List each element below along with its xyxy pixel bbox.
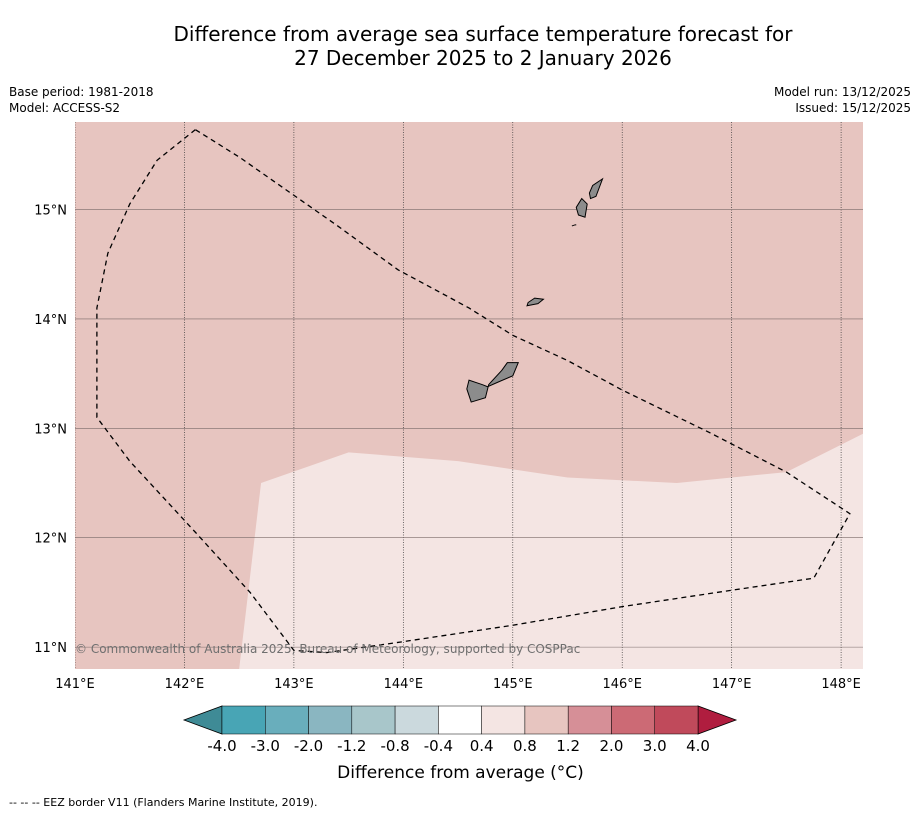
colorbar-segment bbox=[654, 705, 699, 735]
colorbar-tick-label: 2.0 bbox=[600, 737, 624, 755]
island-guam bbox=[466, 362, 520, 403]
latitude-labels: 11°N 12°N 13°N 14°N 15°N bbox=[34, 204, 67, 657]
anomaly-region-0.4-0.8 bbox=[239, 433, 863, 669]
longitude-labels: 141°E 142°E 143°E 144°E 145°E 146°E 147°E 148°E bbox=[55, 677, 861, 692]
colorbar-segment bbox=[351, 705, 396, 735]
colorbar-segment bbox=[524, 705, 569, 735]
colorbar-segment bbox=[394, 705, 439, 735]
colorbar-segment bbox=[438, 705, 482, 735]
lon-label: 141°E bbox=[55, 677, 95, 692]
title-line-1: Difference from average sea surface temp… bbox=[173, 22, 793, 46]
meta-right: Model run: 13/12/2025 Issued: 15/12/2025 bbox=[774, 84, 911, 116]
colorbar-tick-label: -0.4 bbox=[424, 737, 453, 755]
meta-left: Base period: 1981-2018 Model: ACCESS-S2 bbox=[9, 84, 154, 116]
island-tinian bbox=[575, 197, 588, 218]
colorbar-tick-label: -1.2 bbox=[337, 737, 366, 755]
map-area: © Commonwealth of Australia 2025, Bureau… bbox=[75, 122, 863, 669]
colorbar-tick-label: -2.0 bbox=[294, 737, 323, 755]
colorbar-tick-label: 0.4 bbox=[470, 737, 494, 755]
eez-legend: -- -- -- EEZ border V11 (Flanders Marine… bbox=[9, 796, 318, 809]
lon-label: 143°E bbox=[274, 677, 314, 692]
lat-label: 12°N bbox=[34, 532, 67, 547]
model-run: Model run: 13/12/2025 bbox=[773, 85, 911, 99]
lat-label: 11°N bbox=[34, 641, 67, 656]
lat-label: 15°N bbox=[34, 204, 67, 219]
colorbar: -4.0 -3.0 -2.0 -1.2 -0.8 -0.4 0.4 0.8 1.2 2.0 3.0 4… bbox=[182, 705, 738, 755]
eez-border bbox=[96, 129, 851, 654]
island-aguijan bbox=[571, 224, 577, 227]
colorbar-tick-label: -3.0 bbox=[251, 737, 280, 755]
colorbar-segment bbox=[567, 705, 612, 735]
colorbar-tick-label: 1.2 bbox=[556, 737, 580, 755]
colorbar-segment bbox=[611, 705, 655, 735]
lon-label: 144°E bbox=[384, 677, 424, 692]
colorbar-tick-label: 4.0 bbox=[686, 737, 710, 755]
lat-label: 14°N bbox=[34, 313, 67, 328]
chart-title: Difference from average sea surface temp… bbox=[0, 22, 919, 70]
model-name: Model: ACCESS-S2 bbox=[9, 101, 121, 115]
island-rota bbox=[526, 297, 545, 307]
lon-label: 142°E bbox=[165, 677, 205, 692]
colorbar-tick-label: -4.0 bbox=[207, 737, 236, 755]
land-masses bbox=[466, 177, 604, 403]
lon-label: 147°E bbox=[712, 677, 752, 692]
colorbar-high-extend bbox=[697, 705, 738, 735]
island-saipan bbox=[588, 177, 604, 200]
issued-date: Issued: 15/12/2025 bbox=[795, 101, 911, 115]
colorbar-tick-label: -0.8 bbox=[380, 737, 409, 755]
base-period: Base period: 1981-2018 bbox=[9, 85, 154, 99]
colorbar-segment bbox=[265, 705, 309, 735]
colorbar-segment bbox=[481, 705, 526, 735]
colorbar-tick-label: 0.8 bbox=[513, 737, 537, 755]
lon-label: 145°E bbox=[493, 677, 533, 692]
copyright-notice: © Commonwealth of Australia 2025, Bureau… bbox=[75, 642, 580, 656]
colorbar-label: Difference from average (°C) bbox=[337, 763, 584, 783]
colorbar-low-extend bbox=[182, 705, 223, 735]
graticule bbox=[75, 122, 863, 669]
lon-label: 146°E bbox=[602, 677, 642, 692]
lat-label: 13°N bbox=[34, 422, 67, 437]
title-line-2: 27 December 2025 to 2 January 2026 bbox=[294, 46, 672, 70]
colorbar-segment bbox=[221, 705, 266, 735]
colorbar-tick-label: 3.0 bbox=[643, 737, 667, 755]
lon-label: 148°E bbox=[821, 677, 861, 692]
colorbar-segment bbox=[308, 705, 353, 735]
